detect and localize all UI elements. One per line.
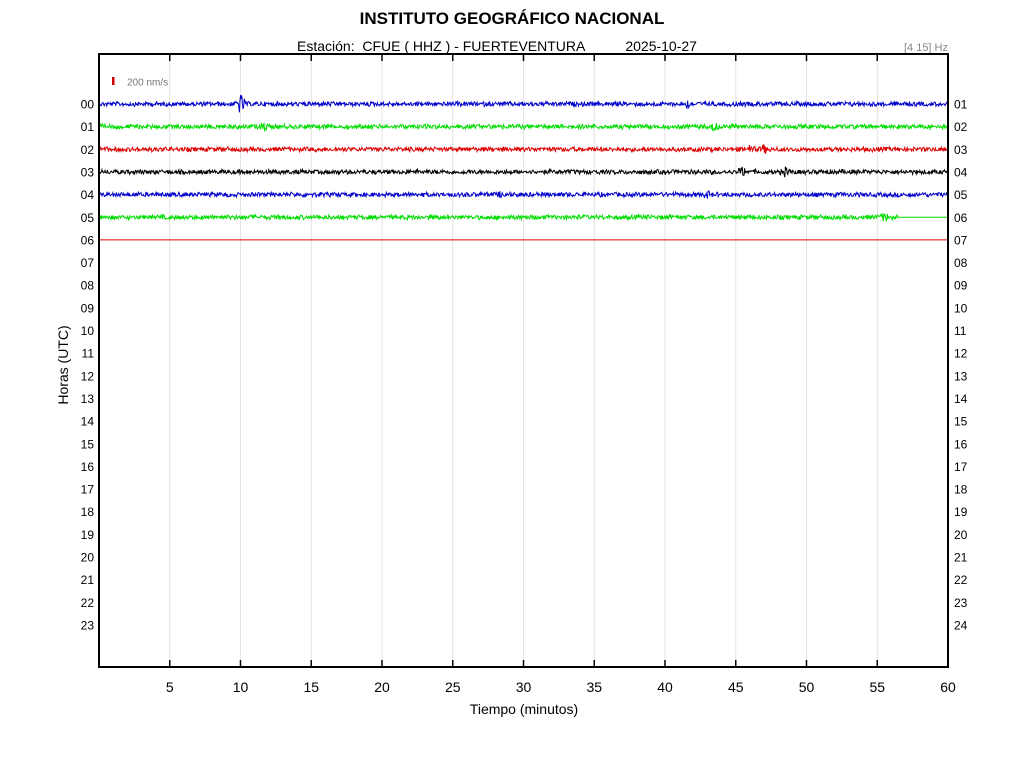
x-tick-label: 30 bbox=[516, 679, 532, 695]
x-tick-label: 25 bbox=[445, 679, 461, 695]
hour-label-left: 09 bbox=[81, 301, 95, 315]
hour-label-left: 10 bbox=[81, 324, 95, 338]
hour-label-right: 10 bbox=[954, 301, 968, 315]
y-axis-label: Horas (UTC) bbox=[55, 325, 71, 404]
hour-label-right: 12 bbox=[954, 347, 968, 361]
hour-label-right: 04 bbox=[954, 165, 968, 179]
x-tick-label: 45 bbox=[728, 679, 744, 695]
hour-label-right: 19 bbox=[954, 505, 968, 519]
hour-label-left: 11 bbox=[82, 347, 95, 361]
hour-label-left: 23 bbox=[81, 618, 95, 632]
hour-label-right: 20 bbox=[954, 528, 968, 542]
hour-label-right: 17 bbox=[954, 460, 968, 474]
hour-label-left: 06 bbox=[81, 233, 95, 247]
hour-label-left: 15 bbox=[81, 437, 95, 451]
station-label: Estación: bbox=[297, 38, 355, 54]
hour-label-left: 00 bbox=[81, 98, 95, 112]
hour-label-right: 18 bbox=[954, 483, 968, 497]
hour-label-right: 24 bbox=[954, 618, 968, 632]
hour-label-left: 17 bbox=[81, 483, 95, 497]
x-tick-label: 35 bbox=[586, 679, 602, 695]
grid-lines bbox=[169, 54, 878, 667]
trace-line-03 bbox=[98, 166, 948, 178]
hour-label-right: 15 bbox=[954, 415, 968, 429]
chart-title: INSTITUTO GEOGRÁFICO NACIONAL bbox=[359, 9, 665, 28]
hour-label-left: 07 bbox=[81, 256, 95, 270]
hour-label-right: 03 bbox=[954, 143, 968, 157]
hour-label-left: 04 bbox=[81, 188, 95, 202]
x-tick-label: 40 bbox=[657, 679, 673, 695]
hour-label-left: 20 bbox=[81, 551, 95, 565]
x-tick-label: 20 bbox=[374, 679, 390, 695]
hour-label-right: 11 bbox=[954, 324, 967, 338]
hour-label-left: 05 bbox=[81, 211, 95, 225]
hour-label-right: 02 bbox=[954, 120, 968, 134]
hour-label-right: 06 bbox=[954, 211, 968, 225]
hour-label-right: 13 bbox=[954, 369, 968, 383]
trace-line-05 bbox=[98, 213, 899, 223]
hour-label-right: 14 bbox=[954, 392, 968, 406]
x-ticks: 5 10 15 20 25 30 35 40 45 50 55 60 bbox=[166, 54, 956, 695]
hour-label-right: 21 bbox=[954, 551, 968, 565]
traces bbox=[98, 94, 948, 241]
x-tick-label: 10 bbox=[233, 679, 249, 695]
hour-label-right: 08 bbox=[954, 256, 968, 270]
record-date: 2025-10-27 bbox=[625, 38, 697, 54]
trace-line-00 bbox=[98, 94, 948, 113]
x-tick-label: 50 bbox=[799, 679, 815, 695]
hour-label-right: 05 bbox=[954, 188, 968, 202]
x-tick-label: 55 bbox=[869, 679, 885, 695]
scale-label: 200 nm/s bbox=[127, 78, 168, 89]
hour-label-left: 01 bbox=[81, 120, 95, 134]
hour-label-right: 23 bbox=[954, 596, 968, 610]
hour-label-right: 16 bbox=[954, 437, 968, 451]
hour-label-left: 13 bbox=[81, 392, 95, 406]
hour-label-right: 07 bbox=[954, 233, 968, 247]
x-axis-label: Tiempo (minutos) bbox=[470, 701, 578, 717]
trace-line-04 bbox=[98, 190, 948, 200]
hour-label-left: 03 bbox=[81, 165, 95, 179]
x-tick-label: 15 bbox=[303, 679, 319, 695]
scale-bar bbox=[112, 77, 115, 85]
trace-line-01 bbox=[98, 122, 948, 132]
station-name: CFUE ( HHZ ) - FUERTEVENTURA bbox=[362, 38, 586, 54]
hour-labels-left: 00 01 02 03 04 05 06 07 08 09 10 11 12 13 14 15 16 17 18 19… bbox=[81, 98, 95, 633]
scale-legend: 200 nm/s bbox=[112, 77, 168, 89]
hour-label-left: 02 bbox=[81, 143, 95, 157]
hour-label-right: 22 bbox=[954, 573, 968, 587]
hour-label-left: 19 bbox=[81, 528, 95, 542]
hour-label-left: 08 bbox=[81, 279, 95, 293]
hour-label-left: 16 bbox=[81, 460, 95, 474]
hour-label-left: 21 bbox=[81, 573, 95, 587]
hour-label-left: 18 bbox=[81, 505, 95, 519]
hour-label-left: 12 bbox=[81, 369, 95, 383]
trace-line-02 bbox=[98, 144, 948, 154]
x-tick-label: 5 bbox=[166, 679, 174, 695]
hour-label-left: 14 bbox=[81, 415, 95, 429]
hour-label-right: 01 bbox=[954, 98, 968, 112]
frequency-band: [4 15] Hz bbox=[903, 42, 948, 54]
hour-labels-right: 01 02 03 04 05 06 07 08 09 10 11 12 13 14 15 16 17 18 19 20… bbox=[954, 98, 968, 633]
x-tick-label: 60 bbox=[940, 679, 956, 695]
hour-label-right: 09 bbox=[954, 279, 968, 293]
chart-subtitle: Estación: CFUE ( HHZ ) - FUERTEVENTURA 20… bbox=[297, 38, 697, 54]
hour-label-left: 22 bbox=[81, 596, 95, 610]
